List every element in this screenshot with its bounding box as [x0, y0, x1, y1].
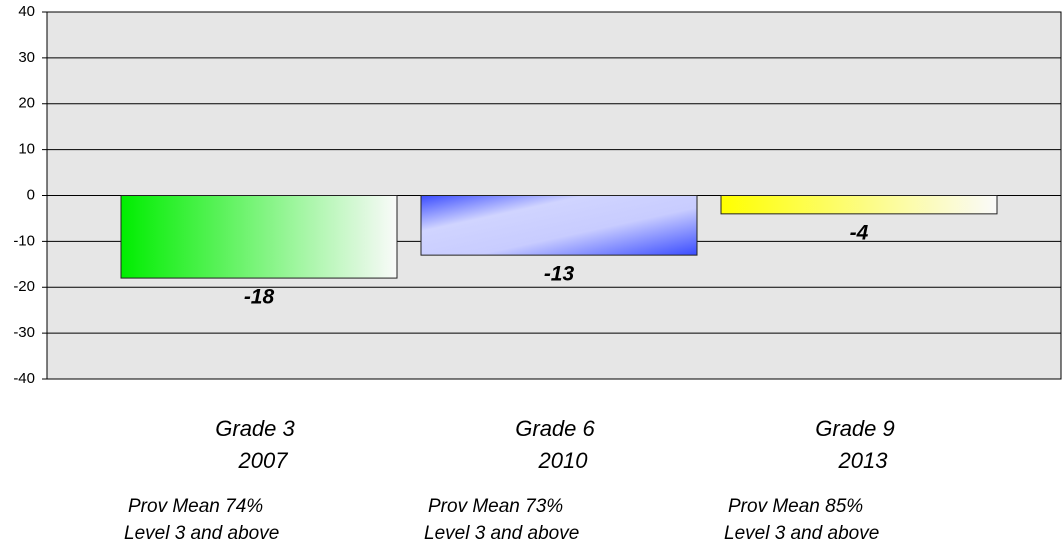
x-tick-label: Grade 9 — [815, 416, 895, 441]
y-tick-label: -10 — [13, 232, 35, 249]
y-tick-label: -40 — [13, 370, 35, 387]
annotation: Prov Mean 74% — [128, 496, 263, 517]
bar — [120, 195, 398, 279]
annotation: Prov Mean 73% — [428, 496, 563, 517]
bar — [720, 195, 998, 215]
x-tick-label: Grade 6 — [515, 416, 595, 441]
x-tick-label: 2010 — [538, 448, 589, 473]
y-tick-label: -30 — [13, 324, 35, 341]
y-tick-label: -20 — [13, 278, 35, 295]
value-label: -18 — [244, 286, 275, 309]
y-tick-label: 10 — [18, 141, 35, 158]
x-tick-label: 2007 — [238, 448, 289, 473]
y-tick-label: 0 — [27, 186, 35, 203]
x-tick-label: 2013 — [838, 448, 889, 473]
annotation: Prov Mean 85% — [728, 496, 863, 517]
annotation: Level 3 and above — [124, 523, 279, 544]
value-label: -4 — [850, 221, 869, 244]
value-label: -13 — [544, 263, 575, 286]
annotation: Level 3 and above — [424, 523, 579, 544]
bar — [420, 195, 698, 256]
y-tick-label: 40 — [18, 3, 35, 20]
y-tick-label: 30 — [18, 49, 35, 66]
x-tick-label: Grade 3 — [215, 416, 295, 441]
y-tick-label: 20 — [18, 95, 35, 112]
annotation: Level 3 and above — [724, 523, 879, 544]
